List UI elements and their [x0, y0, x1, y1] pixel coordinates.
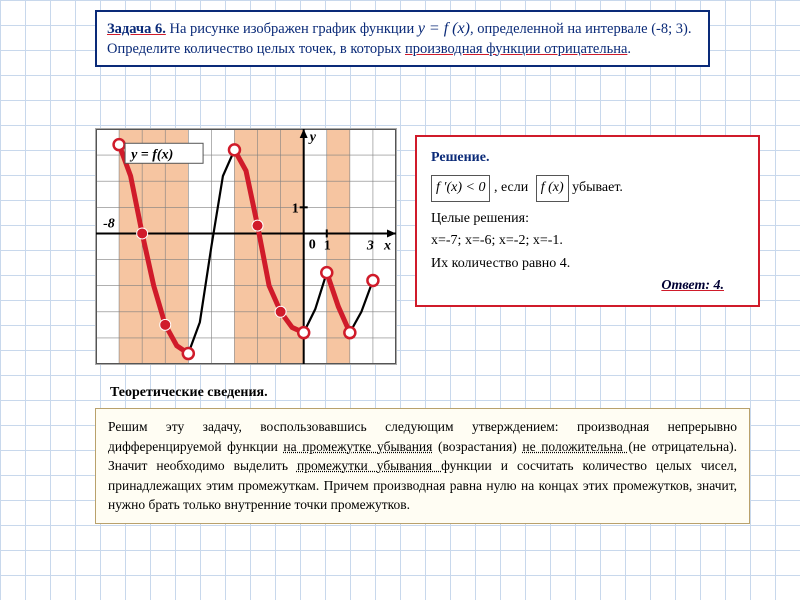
- solution-mid: , если: [494, 180, 528, 195]
- task-title: Задача 6.: [107, 21, 166, 37]
- chart-svg: yx1103-8y = f(x): [96, 129, 396, 364]
- task-fx: y = f (x): [418, 20, 470, 37]
- svg-text:y = f(x): y = f(x): [129, 147, 173, 162]
- svg-text:3: 3: [366, 238, 374, 253]
- task-period: .: [627, 41, 631, 57]
- svg-text:1: 1: [292, 201, 299, 216]
- svg-text:y: y: [308, 130, 317, 145]
- svg-text:1: 1: [324, 238, 331, 253]
- solution-math1: f ′(x) < 0: [431, 175, 490, 201]
- theory-u2: не положительна: [522, 439, 628, 454]
- svg-text:-8: -8: [103, 216, 115, 231]
- chart-container: yx1103-8y = f(x): [95, 128, 397, 365]
- task-text-a: На рисунке изображен график функции: [169, 21, 417, 37]
- svg-text:x: x: [383, 238, 391, 253]
- theory-u1: на промежутке убывания: [283, 439, 432, 454]
- solution-answer: Ответ: 4.: [431, 275, 744, 297]
- theory-u3: промежутки убывания: [297, 458, 441, 473]
- solution-box: Решение. f ′(x) < 0 , если f (x) убывает…: [415, 135, 760, 307]
- solution-math2: f (x): [536, 175, 569, 201]
- task-condition: производная функции отрицательна: [405, 41, 627, 57]
- svg-text:0: 0: [309, 237, 316, 252]
- solution-title: Решение.: [431, 147, 744, 169]
- theory-box: Решим эту задачу, воспользовавшись следу…: [95, 408, 750, 524]
- theory-b: (возрастания): [432, 439, 522, 454]
- solution-line3: x=-7; x=-6; x=-2; x=-1.: [431, 230, 744, 252]
- solution-line4: Их количество равно 4.: [431, 253, 744, 275]
- theory-title: Теоретические сведения.: [110, 385, 268, 401]
- solution-tail: убывает.: [569, 180, 623, 195]
- task-box: Задача 6. На рисунке изображен график фу…: [95, 10, 710, 67]
- solution-line1: f ′(x) < 0 , если f (x) убывает.: [431, 175, 744, 201]
- solution-line2: Целые решения:: [431, 208, 744, 230]
